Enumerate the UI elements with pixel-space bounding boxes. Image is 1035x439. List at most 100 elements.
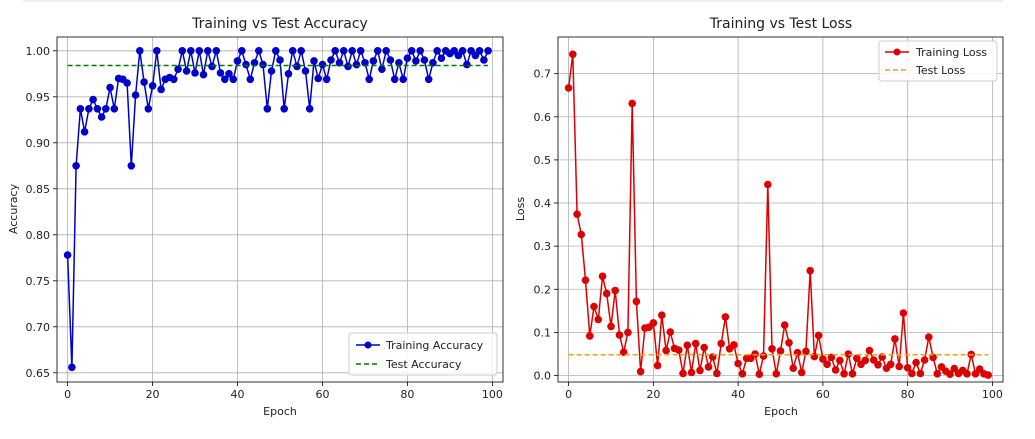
data-point — [874, 361, 882, 369]
data-point — [390, 75, 399, 84]
data-point — [288, 47, 297, 55]
data-point — [131, 91, 140, 99]
data-point — [327, 56, 335, 64]
data-point — [344, 62, 352, 71]
data-point — [908, 369, 916, 378]
data-point — [412, 57, 420, 65]
data-point — [106, 83, 114, 92]
data-point — [658, 311, 666, 320]
data-point — [785, 339, 793, 347]
data-point — [734, 359, 742, 368]
data-point — [853, 354, 861, 363]
data-point — [242, 60, 250, 69]
data-point — [407, 47, 416, 55]
data-point — [916, 369, 925, 378]
data-point — [199, 70, 208, 79]
y-tick-label: 0.1 — [534, 326, 552, 339]
data-point — [76, 105, 85, 113]
data-point — [276, 56, 284, 64]
data-point — [437, 54, 446, 62]
data-point — [110, 105, 119, 113]
data-point — [318, 60, 327, 69]
data-point — [187, 47, 195, 55]
data-point — [352, 60, 361, 69]
data-point — [356, 47, 365, 55]
y-tick-label: 1.00 — [26, 45, 51, 58]
data-point — [284, 70, 293, 78]
data-point — [263, 105, 272, 113]
data-point — [679, 369, 687, 378]
data-point — [730, 341, 738, 349]
data-point — [480, 56, 488, 64]
data-point — [259, 60, 267, 69]
data-point — [305, 105, 314, 113]
data-point — [93, 105, 102, 113]
data-point — [382, 47, 391, 55]
data-point — [755, 370, 764, 379]
data-point — [607, 322, 615, 331]
data-point — [586, 332, 594, 340]
data-point — [624, 328, 632, 337]
data-point — [463, 60, 471, 69]
data-point — [331, 47, 340, 55]
data-point — [920, 356, 929, 364]
data-point — [212, 47, 221, 55]
x-tick-label: 80 — [901, 388, 915, 401]
y-tick-label: 0.80 — [26, 229, 51, 242]
data-point — [293, 62, 301, 71]
data-point — [823, 360, 831, 369]
data-point — [649, 319, 658, 327]
data-point — [636, 367, 645, 376]
y-tick-label: 0.6 — [534, 111, 552, 124]
data-point — [844, 350, 853, 358]
data-point — [484, 47, 492, 55]
data-point — [157, 85, 165, 94]
data-point — [683, 341, 692, 350]
y-axis-label: Loss — [514, 197, 527, 221]
data-point — [768, 345, 776, 353]
data-point — [836, 356, 844, 365]
y-tick-label: 0.4 — [534, 197, 552, 210]
data-point — [297, 47, 306, 55]
data-point — [814, 331, 823, 340]
x-tick-label: 100 — [982, 388, 1003, 401]
plot-area — [63, 47, 492, 372]
data-point — [416, 47, 425, 55]
y-tick-label: 0.0 — [534, 370, 552, 383]
data-point — [810, 352, 819, 361]
data-point — [946, 370, 954, 379]
loss-chart: Training vs Test Loss Epoch Loss 0 20 40 60… — [514, 16, 1004, 418]
data-point — [797, 368, 806, 377]
data-point — [144, 105, 153, 113]
x-tick-label: 80 — [400, 388, 414, 401]
data-point — [475, 47, 484, 55]
data-point — [301, 67, 310, 75]
data-point — [153, 47, 161, 55]
grid — [558, 37, 1003, 382]
data-point — [225, 70, 233, 78]
data-point — [615, 331, 624, 339]
data-point — [72, 162, 80, 170]
data-point — [577, 230, 586, 239]
data-point — [182, 67, 191, 75]
data-point — [628, 99, 636, 108]
y-tick-label: 0.5 — [534, 154, 552, 167]
data-point — [123, 79, 131, 87]
x-tick-label: 40 — [231, 388, 245, 401]
data-point — [127, 162, 136, 170]
accuracy-chart: Training vs Test Accuracy Epoch Accuracy… — [7, 16, 504, 418]
data-point — [250, 59, 259, 67]
data-point — [751, 350, 759, 358]
data-point — [903, 364, 912, 372]
data-point — [280, 105, 289, 113]
ticks: 0 20 40 60 80 100 0.0 0.1 0.2 0.3 0.4 0.5 0.6 0.7 — [534, 68, 1003, 401]
data-point — [335, 59, 344, 67]
data-point — [429, 59, 437, 67]
data-point — [704, 363, 713, 371]
data-point — [89, 95, 97, 104]
data-point — [68, 363, 76, 372]
data-point — [806, 266, 814, 275]
data-point — [759, 352, 768, 360]
data-point — [963, 370, 971, 378]
data-point — [598, 272, 607, 281]
